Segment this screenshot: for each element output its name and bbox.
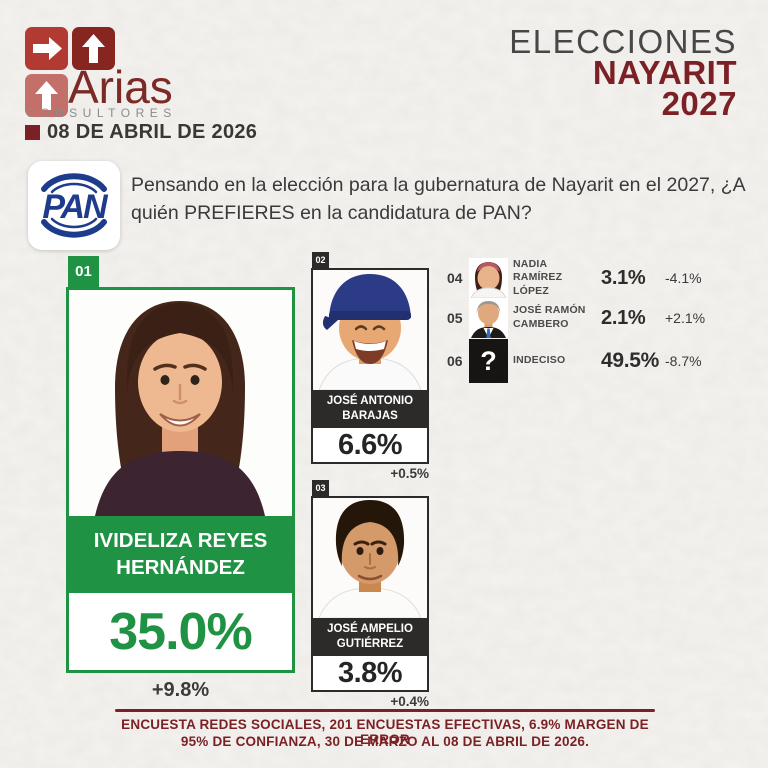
candidate-change: +0.4% (390, 694, 429, 709)
man-portrait-illustration (318, 500, 422, 618)
candidate-percentage: 2.1% (601, 306, 646, 329)
pan-logo-text: PAN (42, 188, 109, 226)
pan-logo-icon: PAN (41, 173, 111, 238)
man-suit-portrait-illustration (471, 301, 506, 338)
rank-label: 05 (447, 310, 463, 326)
woman-portrait-illustration (95, 301, 265, 516)
date-bullet-square (25, 125, 40, 140)
candidate-list: 04 NADIA RAMÍREZ LÓPEZ 3.1% -4.1% 05 (447, 258, 747, 384)
brand-subtitle: CONSULTORES (26, 106, 177, 120)
man-cap-portrait-illustration (318, 274, 422, 390)
title-line-nayarit: NAYARIT (592, 54, 737, 91)
methodology-line-2: 95% DE CONFIANZA, 30 DE MARZO AL 08 DE A… (180, 734, 590, 749)
candidate-name: INDECISO (513, 354, 566, 367)
title-line-year: 2027 (661, 85, 737, 122)
title-line-elecciones: ELECCIONES (509, 23, 737, 60)
rank-badge-02: 02 (312, 252, 329, 268)
candidate-photo (469, 298, 508, 338)
arrow-right-icon (33, 37, 62, 60)
arias-logo-square-1 (25, 27, 68, 70)
candidate-change: +0.5% (390, 466, 429, 481)
candidate-percentage: 3.8% (337, 656, 403, 689)
list-item-06: 06 ? INDECISO 49.5% -8.7% (447, 338, 747, 384)
candidate-percentage: 35.0% (109, 602, 252, 661)
rank-badge-03: 03 (312, 480, 329, 496)
list-item-05: 05 JOSÉ RAMÓN CAMBERO 2.1% +2.1% (447, 298, 747, 338)
rank-label: 04 (447, 270, 463, 286)
candidate-change: +9.8% (151, 679, 210, 701)
methodology-line-1: ENCUESTA REDES SOCIALES, 201 ENCUESTAS E… (121, 717, 649, 747)
candidate-percentage: 6.6% (337, 428, 403, 461)
footer-divider (115, 709, 655, 712)
candidate-photo (69, 290, 292, 516)
candidate-percentage: 3.1% (601, 266, 646, 289)
candidate-name-banner: JOSÉ AMPELIO GUTIÉRREZ (313, 618, 427, 656)
candidate-photo (313, 498, 427, 618)
pan-party-logo: PAN (28, 161, 120, 250)
candidate-name: JOSÉ RAMÓN CAMBERO (513, 304, 586, 330)
candidate-name: NADIA RAMÍREZ LÓPEZ (513, 257, 563, 297)
candidate-change: -4.1% (665, 270, 702, 286)
candidate-card-03: JOSÉ AMPELIO GUTIÉRREZ 3.8% (311, 496, 429, 692)
question-mark-icon: ? (469, 339, 508, 383)
brand-name: Arias (68, 61, 173, 113)
candidate-change: -8.7% (665, 353, 702, 369)
candidate-name-banner: JOSÉ ANTONIO BARAJAS (313, 390, 427, 428)
rank-label: 06 (447, 353, 463, 369)
date-text: 08 DE ABRIL DE 2026 (47, 121, 258, 143)
candidate-name-banner: IVIDELIZA REYES HERNÁNDEZ (69, 516, 292, 593)
candidate-photo (313, 270, 427, 390)
woman-portrait-illustration (470, 262, 507, 298)
survey-date: 08 DE ABRIL DE 2026 (25, 121, 257, 144)
arrow-up-icon (82, 34, 105, 63)
candidate-card-02: JOSÉ ANTONIO BARAJAS 6.6% (311, 268, 429, 464)
list-item-04: 04 NADIA RAMÍREZ LÓPEZ 3.1% -4.1% (447, 258, 747, 298)
poll-question: Pensando en la elección para la gubernat… (131, 174, 745, 224)
arias-logo-square-2 (72, 27, 115, 70)
arias-logo-square-3 (25, 74, 68, 117)
candidate-card-01: IVIDELIZA REYES HERNÁNDEZ 35.0% (66, 287, 295, 673)
candidate-percentage: 49.5% (601, 349, 660, 372)
candidate-photo (469, 258, 508, 298)
rank-badge-01: 01 (68, 256, 99, 287)
page-title: ELECCIONES NAYARIT 2027 (509, 23, 737, 122)
candidate-change: +2.1% (665, 310, 706, 326)
arrow-up-icon (35, 81, 58, 110)
